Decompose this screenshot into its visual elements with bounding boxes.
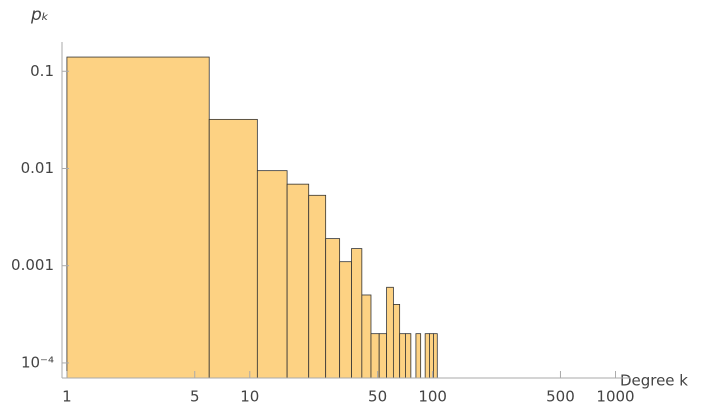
y-tick-label: 0.01 — [21, 159, 54, 177]
bar — [325, 238, 341, 379]
bar — [405, 333, 412, 379]
bar — [392, 304, 401, 379]
x-tick-label: 100 — [418, 388, 447, 406]
bar — [399, 333, 406, 379]
bar — [308, 194, 327, 379]
x-tick-label: 50 — [368, 388, 387, 406]
x-tick-label: 1000 — [596, 388, 634, 406]
x-tick-label: 1 — [62, 388, 72, 406]
bar — [66, 56, 210, 379]
bar — [378, 333, 388, 379]
bar — [339, 261, 352, 379]
x-tick-label: 500 — [546, 388, 575, 406]
bar — [415, 333, 422, 379]
bar — [208, 118, 258, 379]
bar — [286, 183, 310, 379]
x-tick-label: 10 — [240, 388, 259, 406]
y-tick-label: 0.001 — [11, 256, 54, 274]
bar — [256, 170, 288, 379]
x-axis-label: Degree k — [620, 372, 688, 390]
bar — [361, 294, 372, 379]
y-tick-label: 10⁻⁴ — [21, 353, 54, 371]
bar — [424, 333, 430, 379]
x-tick-label: 5 — [190, 388, 200, 406]
y-tick-label: 0.1 — [30, 62, 54, 80]
y-axis-label: pₖ — [30, 5, 49, 25]
bar — [386, 286, 394, 379]
bar — [351, 248, 363, 379]
bar — [433, 333, 438, 379]
